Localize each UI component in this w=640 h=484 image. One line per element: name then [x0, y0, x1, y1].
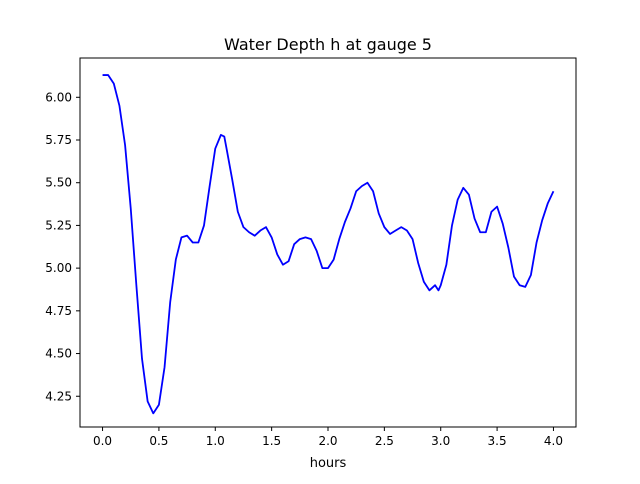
x-tick-label: 2.0 — [318, 434, 337, 448]
y-tick-label: 5.00 — [45, 261, 72, 275]
chart-title: Water Depth h at gauge 5 — [224, 35, 432, 54]
x-tick-label: 0.0 — [93, 434, 112, 448]
y-tick-label: 4.50 — [45, 347, 72, 361]
y-axis-ticks: 4.25 4.50 4.75 5.00 5.25 5.50 5.75 6.00 — [45, 90, 80, 403]
x-tick-label: 3.0 — [431, 434, 450, 448]
y-tick-label: 5.25 — [45, 218, 72, 232]
x-tick-label: 1.5 — [262, 434, 281, 448]
y-tick-label: 5.50 — [45, 176, 72, 190]
x-tick-label: 3.5 — [488, 434, 507, 448]
x-axis-label: hours — [310, 456, 347, 471]
y-tick-label: 4.75 — [45, 304, 72, 318]
x-tick-label: 0.5 — [149, 434, 168, 448]
y-tick-label: 5.75 — [45, 133, 72, 147]
y-tick-label: 6.00 — [45, 90, 72, 104]
x-axis-ticks: 0.0 0.5 1.0 1.5 2.0 2.5 3.0 3.5 4.0 — [93, 427, 563, 448]
data-layer — [102, 74, 555, 415]
x-tick-label: 1.0 — [206, 434, 225, 448]
y-tick-label: 4.25 — [45, 389, 72, 403]
x-tick-label: 4.0 — [544, 434, 563, 448]
series-line-0 — [102, 74, 555, 415]
x-tick-label: 2.5 — [375, 434, 394, 448]
